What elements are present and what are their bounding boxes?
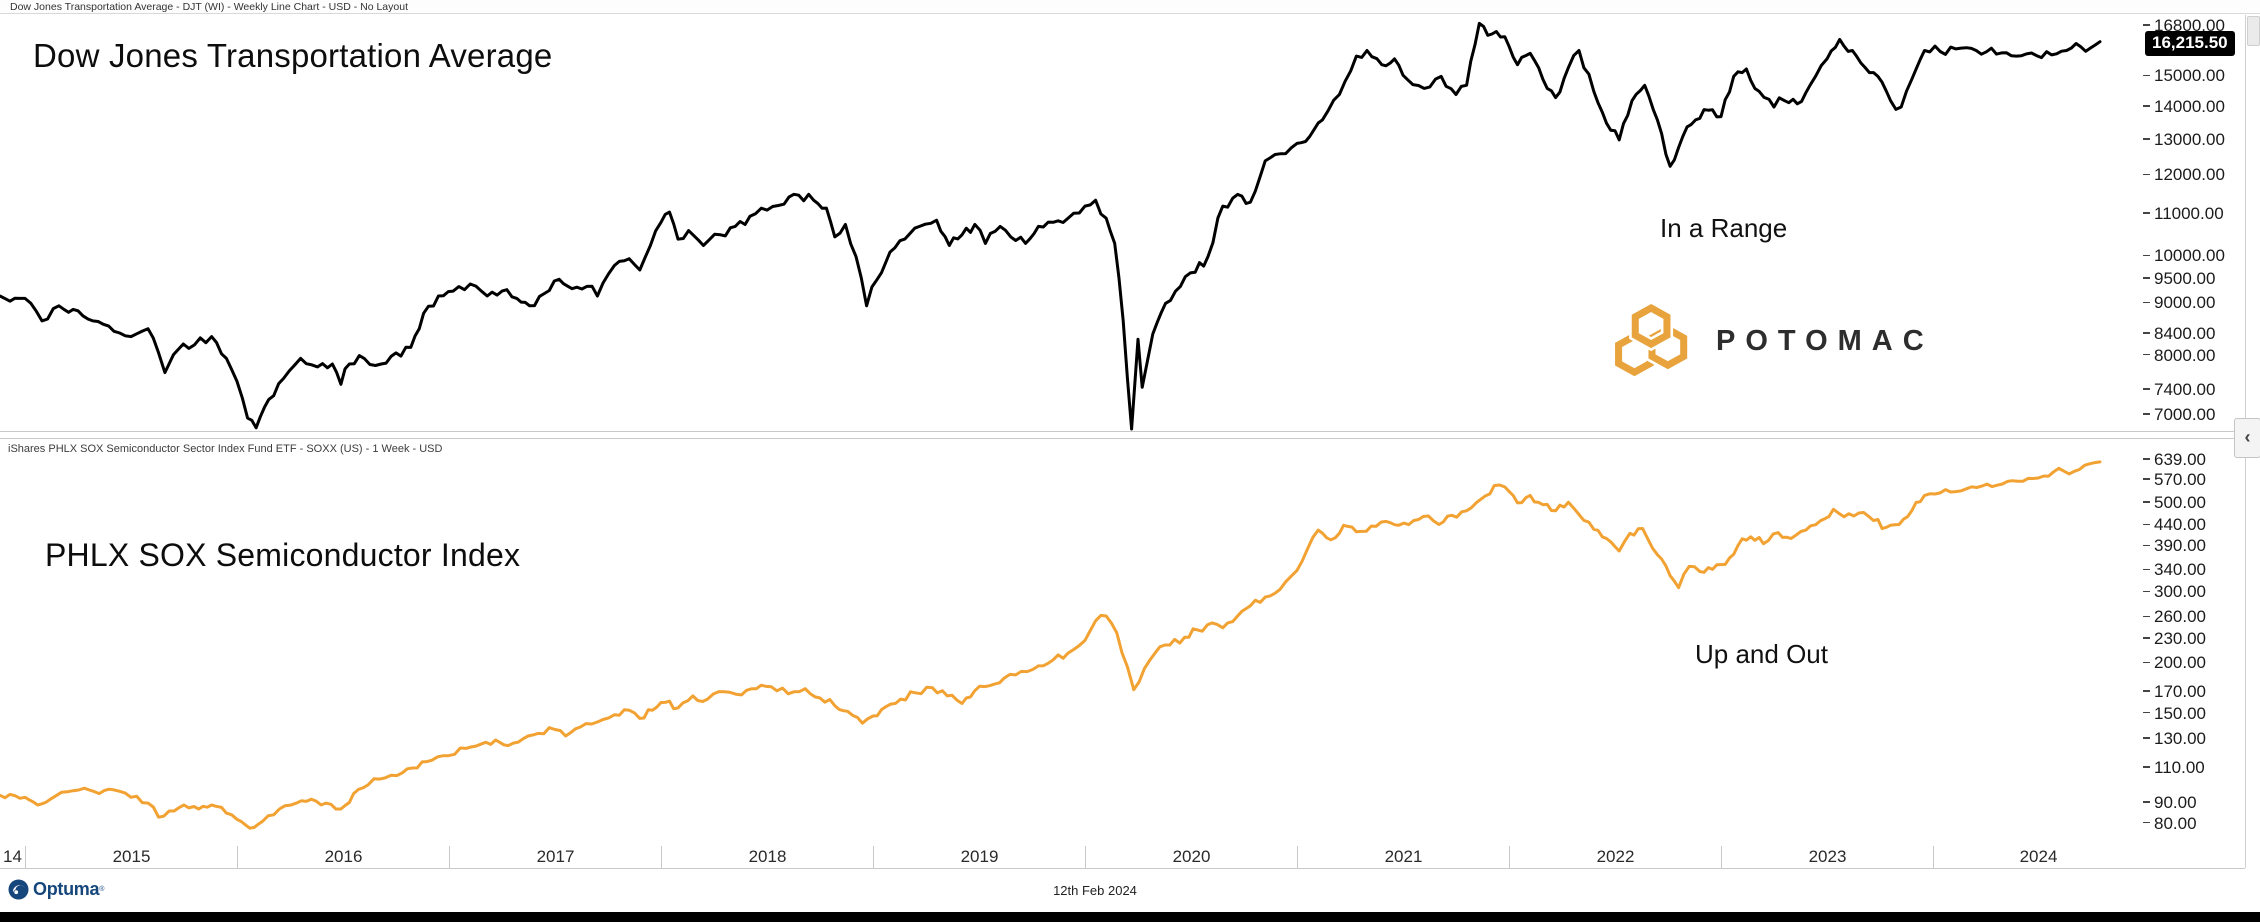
bottom-black-bar: [0, 912, 2260, 922]
y-axis-tick: 80.00: [2143, 814, 2197, 833]
x-axis-year-label: 2018: [661, 846, 873, 868]
x-axis-year-label: 2015: [25, 846, 237, 868]
x-axis-year-label: 2016: [237, 846, 449, 868]
x-axis-year-label: 2017: [449, 846, 661, 868]
y-axis-tick: 300.00: [2143, 583, 2206, 601]
footer-bar: Optuma ® 12th Feb 2024: [0, 869, 2260, 912]
y-axis-tick: 390.00: [2143, 537, 2206, 555]
y-axis-tick: 570.00: [2143, 470, 2206, 489]
y-axis-tick: 150.00: [2143, 704, 2206, 723]
y-axis-tick: 170.00: [2143, 682, 2206, 701]
panel-soxx: iShares PHLX SOX Semiconductor Sector In…: [0, 438, 2260, 847]
y-axis-tick: 8400.00: [2143, 324, 2215, 343]
y-axis-tick: 7000.00: [2143, 405, 2215, 424]
y-axis-tick: 15000.00: [2143, 67, 2225, 85]
soxx-price-chart-canvas[interactable]: [0, 439, 2143, 846]
y-axis-tick: 10000.00: [2143, 247, 2225, 265]
y-axis-tick: 7400.00: [2143, 381, 2215, 399]
potomac-hexagons-icon: [1612, 300, 1690, 380]
date-stamp: 12th Feb 2024: [1053, 883, 1137, 898]
y-axis-tick: 130.00: [2143, 729, 2206, 748]
y-axis-tick: 230.00: [2143, 629, 2206, 648]
potomac-logo: POTOMAC: [1608, 299, 1934, 383]
soxx-price-axis[interactable]: 639.00 570.00 500.00 440.00 390.00 340.00 300.…: [2143, 439, 2260, 846]
x-axis-year-label: 2021: [1297, 846, 1509, 868]
scrollbar-thumb[interactable]: [2247, 16, 2260, 46]
x-axis-year-label: 2020: [1085, 846, 1297, 868]
y-axis-tick: 14000.00: [2143, 98, 2225, 116]
collapse-axis-button[interactable]: ‹: [2234, 418, 2260, 458]
y-axis-tick: 90.00: [2143, 794, 2197, 812]
x-axis-year-label: 2019: [873, 846, 1085, 868]
soxx-panel-header: iShares PHLX SOX Semiconductor Sector In…: [8, 443, 443, 455]
window-title-bar: Dow Jones Transportation Average - DJT (…: [0, 0, 2260, 14]
y-axis-tick: 260.00: [2143, 608, 2206, 626]
last-price-badge: 16,215.50: [2145, 30, 2235, 56]
optuma-logo: Optuma ®: [8, 879, 104, 900]
y-axis-tick: 13000.00: [2143, 130, 2225, 149]
window-title: Dow Jones Transportation Average - DJT (…: [10, 1, 408, 13]
date-axis[interactable]: 14 2015 2016 2017 2018 2019 2020 2021 2022 2023 20…: [0, 846, 2245, 869]
y-axis-tick: 340.00: [2143, 561, 2206, 579]
x-axis-year-label: 2022: [1509, 846, 1721, 868]
chevron-left-icon: ‹: [2244, 427, 2251, 447]
y-axis-tick: 200.00: [2143, 654, 2206, 672]
trademark-symbol: ®: [99, 886, 105, 893]
y-axis-tick: 12000.00: [2143, 166, 2225, 184]
y-axis-tick: 639.00: [2143, 451, 2206, 469]
y-axis-tick: 16800.00: [2143, 17, 2225, 35]
panel-djt: Dow Jones Transportation Average In a Ra…: [0, 15, 2260, 432]
x-axis-year-label: 14: [3, 847, 22, 866]
djt-price-chart-canvas[interactable]: [0, 15, 2143, 431]
potomac-wordmark: POTOMAC: [1716, 324, 1934, 357]
x-axis-year-label: 2023: [1721, 846, 1933, 868]
djt-price-axis[interactable]: 16,215.50 16800.00 15000.00 14000.00 13000.…: [2143, 15, 2260, 431]
y-axis-tick: 9500.00: [2143, 270, 2215, 288]
optuma-brand-text: Optuma: [33, 879, 100, 899]
y-axis-tick: 9000.00: [2143, 294, 2215, 312]
y-axis-tick: 440.00: [2143, 516, 2206, 534]
optuma-mark-icon: [8, 879, 29, 900]
y-axis-tick: 500.00: [2143, 493, 2206, 512]
y-axis-tick: 8000.00: [2143, 346, 2215, 365]
y-axis-tick: 11000.00: [2143, 205, 2224, 223]
soxx-chart-title: PHLX SOX Semiconductor Index: [45, 537, 521, 573]
soxx-price-line: [0, 460, 2102, 830]
djt-annotation: In a Range: [1660, 213, 1788, 243]
x-axis-year-label: 2024: [1933, 846, 2143, 868]
y-axis-tick: 110.00: [2143, 758, 2205, 777]
djt-chart-title: Dow Jones Transportation Average: [33, 37, 553, 74]
djt-price-line: [0, 21, 2102, 431]
soxx-annotation: Up and Out: [1695, 639, 1828, 669]
